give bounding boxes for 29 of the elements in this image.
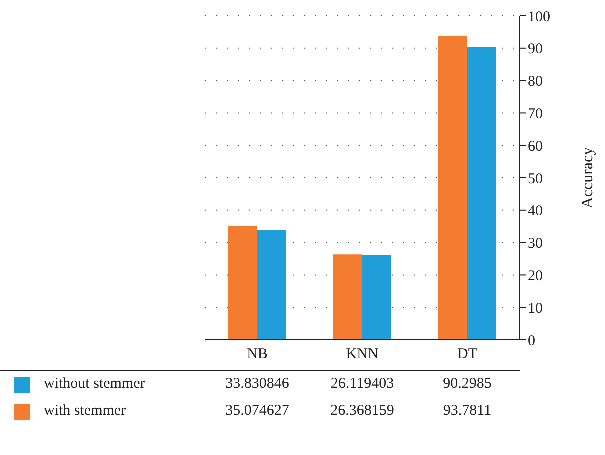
y-axis-title: Accuracy (580, 147, 597, 209)
data-label: 35.074627 (224, 402, 290, 421)
y-tick-label: 10 (528, 300, 543, 317)
data-label: 93.7811 (442, 402, 493, 421)
y-tick-label: 20 (528, 268, 543, 285)
y-tick-label: 40 (528, 204, 543, 220)
data-label: 26.368159 (330, 402, 396, 421)
bar (228, 226, 258, 340)
y-tick-label: 90 (528, 42, 543, 58)
data-label: 26.119403 (330, 375, 396, 394)
bar (333, 254, 362, 340)
y-tick-label: 70 (528, 106, 543, 123)
legend-label: with stemmer (44, 402, 126, 421)
y-tick-label: 0 (528, 333, 536, 350)
y-tick-label: 60 (528, 138, 543, 155)
x-tick-label: KNN (346, 346, 379, 363)
x-tick-label: NB (247, 346, 268, 363)
y-tick-label: 50 (528, 171, 543, 188)
y-tick-label: 100 (528, 9, 550, 26)
x-tick-label: DT (458, 346, 478, 363)
data-label: 33.830846 (224, 375, 290, 394)
y-tick-label: 30 (528, 236, 543, 252)
bar (257, 230, 286, 340)
bar (467, 47, 496, 340)
bar (362, 255, 392, 340)
y-tick-label: 80 (528, 74, 543, 90)
data-label: 90.2985 (442, 375, 493, 394)
bar (438, 36, 468, 340)
legend-label: without stemmer (44, 375, 146, 394)
